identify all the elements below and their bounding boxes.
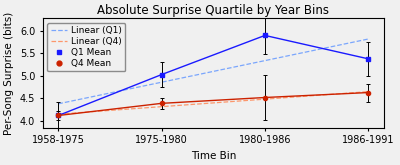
Title: Absolute Surprise Quartile by Year Bins: Absolute Surprise Quartile by Year Bins — [97, 4, 329, 17]
Legend: Linear (Q1), Linear (Q4), Q1 Mean, Q4 Mean: Linear (Q1), Linear (Q4), Q1 Mean, Q4 Me… — [47, 23, 125, 71]
X-axis label: Time Bin: Time Bin — [190, 151, 236, 161]
Y-axis label: Per-Song Surprise (bits): Per-Song Surprise (bits) — [4, 11, 14, 135]
